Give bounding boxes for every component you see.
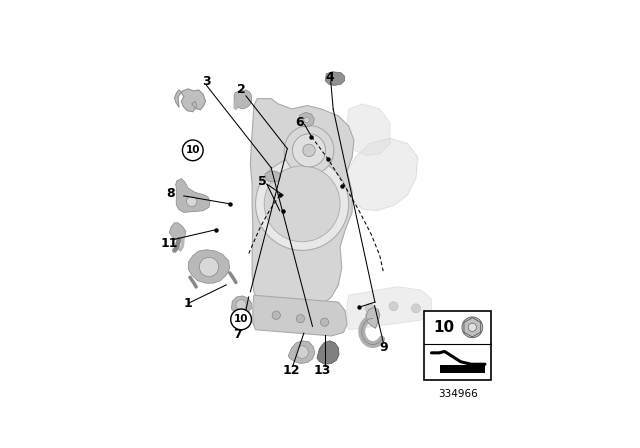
Circle shape [462,317,483,338]
Polygon shape [250,99,354,312]
Circle shape [292,134,326,167]
Circle shape [412,304,420,313]
Circle shape [389,302,398,311]
Polygon shape [347,138,418,211]
Text: 10: 10 [433,320,454,335]
Circle shape [304,117,309,123]
Polygon shape [188,250,230,283]
Text: 10: 10 [234,314,248,324]
Circle shape [468,323,476,332]
Polygon shape [347,104,390,155]
Text: 9: 9 [379,341,387,354]
Text: 10: 10 [186,145,200,155]
Polygon shape [325,72,344,86]
Polygon shape [170,223,186,239]
Polygon shape [265,171,280,182]
Text: 7: 7 [233,328,242,341]
Text: 12: 12 [283,364,301,377]
Circle shape [255,157,349,250]
Text: 3: 3 [202,75,211,88]
Text: 334966: 334966 [438,389,477,400]
Polygon shape [366,307,380,328]
Circle shape [365,303,374,313]
Polygon shape [347,287,431,330]
Polygon shape [234,90,252,109]
Polygon shape [175,179,210,212]
Circle shape [296,346,308,358]
Polygon shape [253,295,347,336]
Polygon shape [464,318,481,337]
Circle shape [272,311,280,319]
Text: 13: 13 [314,364,331,377]
Text: 11: 11 [161,237,178,250]
Text: 5: 5 [258,175,267,188]
Circle shape [321,318,329,326]
Circle shape [199,257,219,276]
Text: 8: 8 [167,187,175,200]
Text: 2: 2 [237,83,246,96]
Circle shape [303,144,316,156]
Circle shape [284,125,334,175]
Circle shape [187,196,197,207]
Text: 4: 4 [325,71,334,84]
Bar [424,311,491,380]
Text: 6: 6 [296,116,304,129]
Text: 1: 1 [184,297,193,310]
Polygon shape [232,296,252,314]
Polygon shape [289,341,315,363]
Circle shape [236,300,246,310]
Bar [440,365,485,373]
Circle shape [231,309,252,330]
Polygon shape [234,103,237,110]
Circle shape [296,314,305,323]
Polygon shape [317,341,339,364]
Circle shape [264,166,340,242]
Polygon shape [175,89,205,112]
Circle shape [182,140,203,161]
Polygon shape [299,112,314,127]
